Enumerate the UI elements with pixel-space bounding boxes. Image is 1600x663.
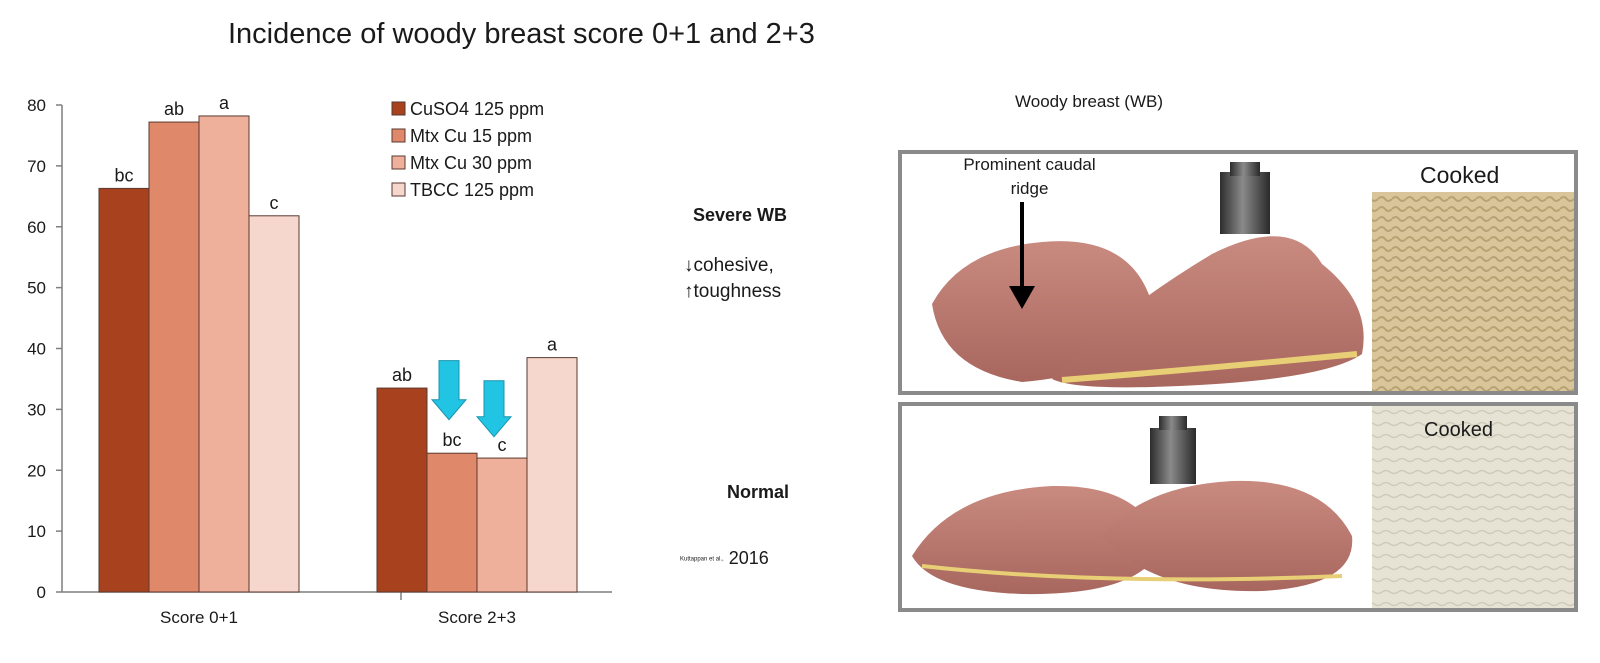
significance-label: ab xyxy=(164,99,184,119)
normal-photo xyxy=(898,402,1578,612)
significance-label: ab xyxy=(392,365,412,385)
significance-label: a xyxy=(219,93,230,113)
y-tick-label: 20 xyxy=(27,461,46,480)
cooked-meat-photo-severe xyxy=(1372,192,1574,391)
y-tick-label: 80 xyxy=(27,96,46,115)
y-tick-label: 40 xyxy=(27,340,46,359)
normal-label: Normal xyxy=(727,482,790,502)
bar xyxy=(248,215,300,593)
citation-authors: Kuttappan et al., xyxy=(680,556,724,563)
severe-wb-label: Severe WB xyxy=(693,205,788,225)
significance-label: c xyxy=(270,193,279,213)
legend-swatch xyxy=(391,128,406,143)
x-tick-label: Score 0+1 xyxy=(160,608,238,627)
y-tick-label: 70 xyxy=(27,157,46,176)
decrease-arrows xyxy=(430,360,513,438)
legend-swatch xyxy=(391,101,406,116)
bar xyxy=(376,387,428,593)
severe-breast-fillet-right xyxy=(1052,236,1364,388)
significance-labels: bc ab a c ab bc c a xyxy=(114,93,558,455)
chart-legend: CuSO4 125 ppm Mtx Cu 15 ppm Mtx Cu 30 ppm T… xyxy=(391,99,544,200)
x-tick-label: Score 2+3 xyxy=(438,608,516,627)
significance-label: bc xyxy=(442,430,461,450)
severe-wb-photo xyxy=(898,150,1578,395)
severe-desc-line-2: ↑toughness xyxy=(684,281,782,302)
y-tick-label: 50 xyxy=(27,279,46,298)
y-tick-label: 60 xyxy=(27,218,46,237)
bar xyxy=(198,115,250,593)
caudal-ridge-label: Prominent caudal ridge xyxy=(942,153,1117,201)
legend-swatch xyxy=(391,155,406,170)
significance-label: a xyxy=(547,335,558,355)
bar xyxy=(426,452,478,593)
legend-entry: CuSO4 125 ppm xyxy=(410,99,544,119)
severe-desc-line-1: ↓cohesive, xyxy=(684,255,774,276)
cooked-label-severe: Cooked xyxy=(1420,162,1500,188)
ridge-arrow-icon xyxy=(1009,286,1035,309)
chart-title: Incidence of woody breast score 0+1 and … xyxy=(228,18,815,50)
decrease-arrow-icon xyxy=(475,380,513,438)
cooked-label-normal: Cooked xyxy=(1424,419,1493,441)
weight-cylinder-normal xyxy=(1150,428,1196,484)
citation-year: 2016 xyxy=(723,548,769,568)
normal-breast-fillet-left xyxy=(912,485,1162,595)
citation: Kuttappan et al., 2016 xyxy=(680,548,769,569)
significance-label: c xyxy=(498,435,507,455)
bar-group xyxy=(98,115,578,593)
ridge-label-line-2: ridge xyxy=(1010,179,1049,198)
legend-entry: Mtx Cu 15 ppm xyxy=(410,126,532,146)
chart-axes: 0 10 20 30 40 50 60 70 80 Score 0+1 Score 2+3 xyxy=(27,96,612,627)
legend-swatch xyxy=(391,182,406,197)
weight-cylinder xyxy=(1220,172,1270,234)
figure-heading: Woody breast (WB) xyxy=(1015,92,1164,111)
ridge-label-line-1: Prominent caudal xyxy=(963,155,1096,174)
y-tick-label: 30 xyxy=(27,400,46,419)
bar xyxy=(98,187,150,593)
legend-entry: Mtx Cu 30 ppm xyxy=(410,153,532,173)
cooked-meat-photo-normal xyxy=(1372,406,1574,608)
bar xyxy=(526,357,578,593)
significance-label: bc xyxy=(114,165,133,185)
normal-breast-fillet-right xyxy=(1102,480,1353,592)
y-tick-label: 0 xyxy=(37,583,46,602)
bar xyxy=(148,121,200,593)
y-tick-label: 10 xyxy=(27,522,46,541)
bar xyxy=(476,457,528,593)
legend-entry: TBCC 125 ppm xyxy=(410,180,534,200)
severe-wb-description: ↓cohesive, ↑toughness xyxy=(684,253,781,305)
decrease-arrow-icon xyxy=(430,360,468,421)
